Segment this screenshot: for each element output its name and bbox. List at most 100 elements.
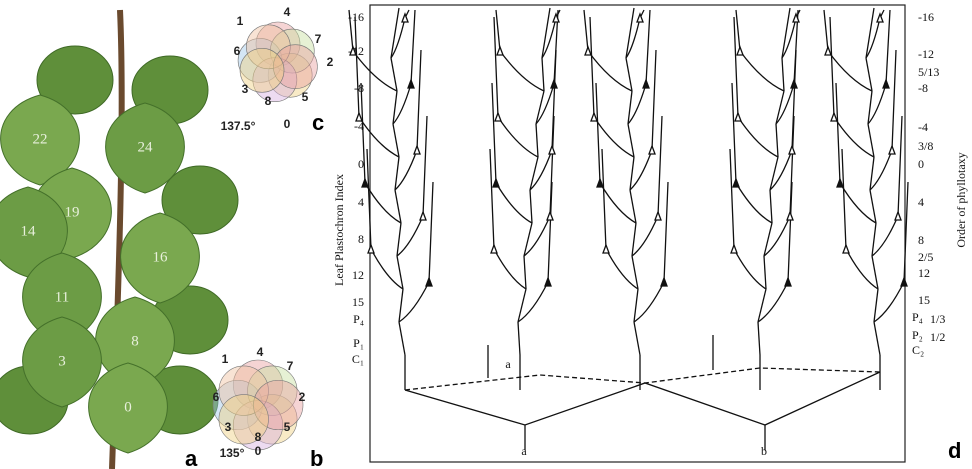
branch-label: a — [521, 444, 527, 458]
y-tick-label: 1/2 — [930, 330, 945, 344]
stem — [634, 322, 640, 355]
y-tick-label: 1/3 — [930, 312, 945, 326]
stem — [524, 256, 526, 289]
bud — [843, 245, 849, 253]
branch — [494, 17, 538, 157]
bud — [731, 245, 737, 253]
stem — [870, 157, 874, 190]
stem — [872, 256, 878, 289]
y-tick-label: 8 — [918, 233, 924, 247]
bud — [661, 278, 667, 286]
leaf-number: 16 — [153, 249, 169, 265]
position-number: 4 — [284, 5, 291, 19]
y-tick-label: 15 — [352, 295, 364, 309]
y-tick-label: 2/5 — [918, 250, 933, 264]
leaf-number: 22 — [33, 131, 48, 147]
bud — [643, 80, 649, 88]
bud — [495, 113, 501, 121]
position-number: 2 — [299, 390, 306, 404]
stem — [630, 190, 636, 223]
bud — [655, 212, 661, 220]
stem — [391, 58, 397, 91]
bud — [551, 80, 557, 88]
bud — [831, 113, 837, 121]
position-number: 6 — [213, 390, 220, 404]
axis-title: Leaf Plastochron Index — [332, 174, 346, 286]
y-tick-label: P₄ — [912, 310, 923, 324]
y-tick-label: -12 — [918, 47, 934, 61]
y-tick-label: 8 — [358, 232, 364, 246]
y-tick-label: -16 — [918, 10, 934, 24]
leaf-number: 8 — [131, 333, 139, 349]
stem — [634, 289, 638, 322]
stem — [626, 58, 632, 91]
stem — [764, 223, 772, 256]
stem — [630, 157, 634, 190]
y-tick-label: -8 — [918, 81, 928, 95]
stem — [536, 124, 538, 157]
leaf-number: 3 — [58, 353, 66, 369]
position-number: 3 — [225, 420, 232, 434]
position-number: 0 — [284, 117, 291, 131]
bud — [901, 278, 907, 286]
bud — [408, 80, 414, 88]
branch — [736, 10, 784, 91]
bud — [545, 278, 551, 286]
stem — [395, 157, 399, 190]
y-tick-label: -8 — [354, 81, 364, 95]
stem — [399, 289, 403, 322]
y-tick-label: 5/13 — [918, 65, 939, 79]
y-tick-label: P₁ — [353, 336, 364, 350]
branch — [630, 50, 656, 190]
panel-label: b — [310, 446, 323, 469]
branch-label: a — [505, 357, 511, 371]
position-number: 0 — [255, 444, 262, 458]
position-number: 1 — [237, 14, 244, 28]
base — [405, 368, 880, 390]
branch — [870, 50, 896, 190]
branch — [395, 50, 421, 190]
leaf-number: 11 — [55, 289, 69, 305]
bud — [420, 212, 426, 220]
bud — [426, 278, 432, 286]
bud — [497, 47, 503, 55]
y-tick-label: 4 — [918, 195, 924, 209]
y-tick-label: 12 — [352, 268, 364, 282]
position-number: 5 — [284, 420, 291, 434]
stem — [632, 256, 638, 289]
y-tick-label: C₁ — [352, 352, 364, 366]
bud — [493, 179, 499, 187]
stem — [874, 322, 880, 355]
y-tick-label: P₂ — [912, 328, 923, 342]
base — [405, 372, 880, 425]
stem — [632, 223, 636, 256]
bud — [789, 146, 795, 154]
bud — [785, 278, 791, 286]
y-tick-label: -4 — [354, 119, 364, 133]
position-number: 2 — [327, 55, 334, 69]
position-number: 5 — [302, 90, 309, 104]
position-number: 7 — [315, 32, 322, 46]
bud — [733, 179, 739, 187]
leaf-number: 19 — [65, 204, 80, 220]
stem — [770, 190, 772, 223]
bud — [547, 212, 553, 220]
divergence-angle: 137.5° — [221, 119, 256, 133]
position-number: 8 — [265, 94, 272, 108]
bud — [585, 47, 591, 55]
stem — [868, 124, 874, 157]
stem — [397, 256, 403, 289]
y-tick-label: 0 — [358, 157, 364, 171]
bud — [603, 245, 609, 253]
branch-label: b — [761, 444, 767, 458]
panel-label: d — [948, 438, 961, 463]
branch — [496, 10, 544, 91]
bud — [414, 146, 420, 154]
bud — [362, 179, 368, 187]
y-tick-label: C₂ — [912, 343, 924, 357]
bud — [491, 245, 497, 253]
branch — [734, 17, 778, 157]
bud — [591, 113, 597, 121]
plant-photo — [0, 10, 238, 469]
bud — [597, 179, 603, 187]
